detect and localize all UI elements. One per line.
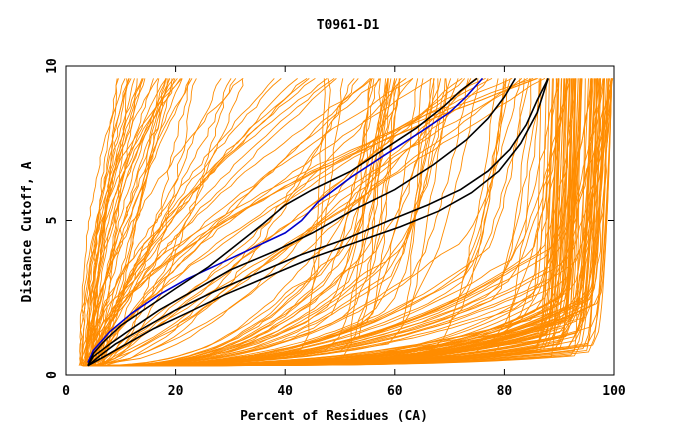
model-line xyxy=(86,78,335,366)
model-line xyxy=(97,78,382,367)
model-line xyxy=(92,78,613,367)
model-line xyxy=(84,78,144,366)
x-tick-label: 60 xyxy=(387,384,403,399)
x-tick-label: 100 xyxy=(602,384,626,399)
model-line xyxy=(99,78,244,367)
model-line xyxy=(86,78,469,367)
model-line xyxy=(93,78,389,367)
x-tick-label: 40 xyxy=(277,384,293,399)
model-line xyxy=(86,78,244,366)
model-line xyxy=(81,78,407,367)
model-line xyxy=(92,78,355,367)
model-line xyxy=(92,78,414,367)
model-line xyxy=(96,78,507,367)
model-line xyxy=(94,78,183,366)
highlighted-series xyxy=(87,77,549,367)
model-line xyxy=(83,78,541,367)
model-line xyxy=(96,78,331,367)
model-line xyxy=(95,78,372,367)
model-line xyxy=(93,78,477,367)
y-axis-ticks: 0 5 10 xyxy=(45,58,614,379)
y-axis-label: Distance Cutoff, A xyxy=(20,161,35,302)
model-line xyxy=(89,78,128,367)
model-line xyxy=(99,78,489,367)
model-line xyxy=(102,78,373,366)
model-line xyxy=(90,78,119,366)
background-model-series xyxy=(78,77,614,367)
x-tick-label: 20 xyxy=(168,384,184,399)
x-axis-ticks: 0 20 40 60 80 100 xyxy=(62,66,626,399)
model-line xyxy=(90,78,237,366)
model-line xyxy=(82,78,275,366)
model-line xyxy=(81,78,389,367)
model-line xyxy=(89,77,546,367)
model-line xyxy=(82,78,459,367)
model-line xyxy=(93,78,435,367)
model-line xyxy=(93,78,507,367)
highlight-line-2 xyxy=(87,77,478,367)
model-line xyxy=(95,78,579,367)
model-line xyxy=(101,78,433,366)
y-tick-label: 0 xyxy=(45,371,60,379)
model-line xyxy=(81,78,183,366)
model-line xyxy=(95,78,547,367)
model-line xyxy=(92,78,604,367)
x-tick-label: 80 xyxy=(497,384,513,399)
model-line xyxy=(87,78,573,367)
model-line xyxy=(95,78,398,367)
model-line xyxy=(88,78,521,367)
highlight-line-3 xyxy=(87,77,517,367)
chart-title: T0961-D1 xyxy=(317,18,380,33)
y-tick-label: 5 xyxy=(45,217,60,225)
model-line xyxy=(86,78,601,367)
model-line xyxy=(102,78,466,367)
model-line xyxy=(88,78,191,367)
model-line xyxy=(91,78,167,366)
y-tick-label: 10 xyxy=(45,58,60,74)
model-line xyxy=(95,78,439,367)
highlight-line-4 xyxy=(87,78,549,367)
model-line xyxy=(95,78,310,366)
highlight-line-5 xyxy=(87,78,549,367)
model-line xyxy=(84,78,419,367)
model-line xyxy=(84,78,222,367)
x-axis-label: Percent of Residues (CA) xyxy=(240,409,428,424)
model-line xyxy=(96,78,598,367)
model-line xyxy=(98,78,593,367)
model-line xyxy=(97,78,568,367)
model-line xyxy=(92,77,486,366)
highlight-line-1 xyxy=(87,77,484,363)
model-line xyxy=(86,78,328,366)
model-line xyxy=(91,78,575,367)
model-line xyxy=(88,77,537,366)
x-tick-label: 0 xyxy=(62,384,70,399)
model-line xyxy=(103,78,359,367)
model-line xyxy=(92,78,375,367)
model-line xyxy=(97,78,197,367)
model-line xyxy=(89,78,601,367)
model-line xyxy=(95,78,452,367)
model-line xyxy=(81,77,534,366)
model-line xyxy=(96,78,176,366)
model-line xyxy=(97,78,396,367)
